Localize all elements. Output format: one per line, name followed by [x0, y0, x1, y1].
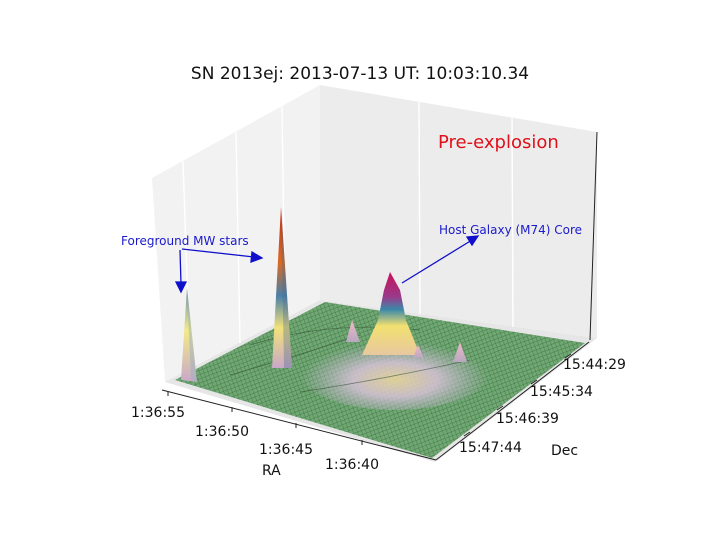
- chart-title: SN 2013ej: 2013-07-13 UT: 10:03:10.34: [190, 64, 530, 84]
- dec-tick-4: 15:47:44: [459, 440, 522, 456]
- dec-tick-3: 15:46:39: [496, 411, 559, 427]
- pre-explosion-label: Pre-explosion: [438, 132, 559, 153]
- annotation-arrows: [174, 235, 480, 294]
- foreground-stars-annotation: Foreground MW stars: [121, 234, 249, 248]
- dec-axis: [435, 341, 590, 461]
- dec-axis-label: Dec: [551, 443, 579, 459]
- dec-tick-2: 15:45:34: [530, 384, 593, 400]
- ra-axis-label: RA: [262, 463, 281, 479]
- host-galaxy-annotation: Host Galaxy (M74) Core: [439, 223, 583, 237]
- peaks: [181, 207, 467, 382]
- ra-tick-1: 1:36:55: [131, 405, 185, 421]
- ra-tick-2: 1:36:50: [195, 424, 249, 440]
- ra-tick-4: 1:36:40: [325, 457, 379, 473]
- ra-tick-3: 1:36:45: [259, 442, 313, 458]
- ra-axis: [161, 389, 437, 461]
- dec-tick-1: 15:44:29: [563, 357, 626, 373]
